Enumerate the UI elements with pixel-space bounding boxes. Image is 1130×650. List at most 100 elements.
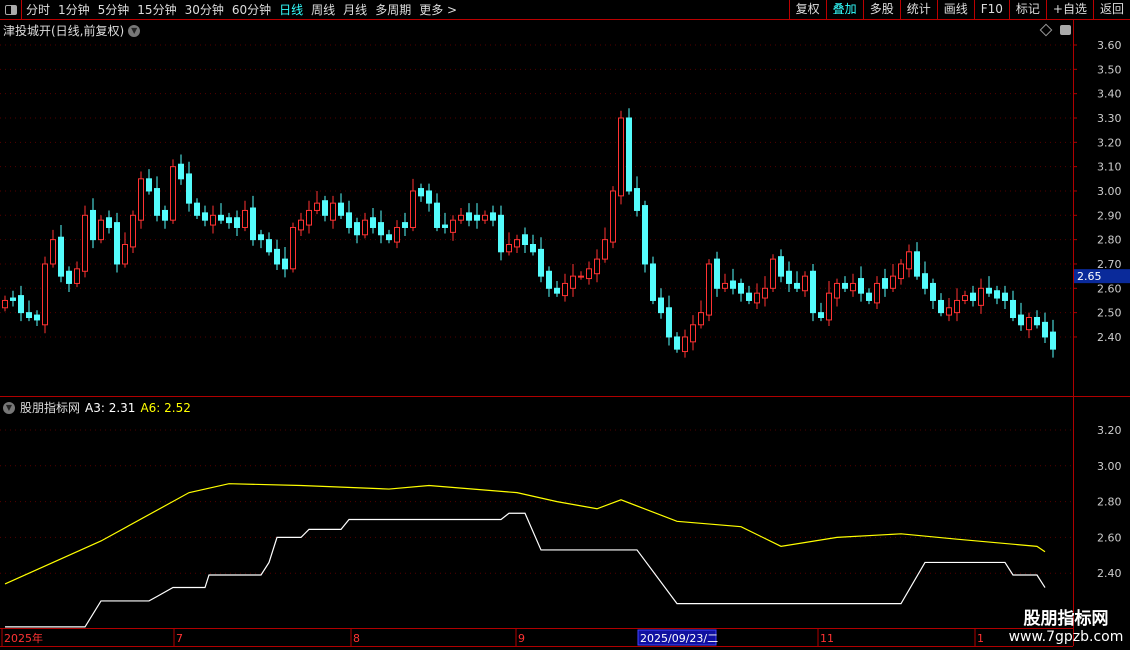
candle-down bbox=[266, 239, 272, 253]
action-button[interactable]: +自选 bbox=[1045, 0, 1093, 19]
period-tab[interactable]: 月线 bbox=[343, 3, 368, 17]
candle-down bbox=[178, 163, 184, 180]
candle-down bbox=[474, 214, 480, 221]
candle-up bbox=[706, 263, 712, 316]
candle-down bbox=[810, 270, 816, 314]
watermark-title: 股朋指标网 bbox=[1023, 609, 1109, 629]
period-tab[interactable]: 60分钟 bbox=[231, 3, 272, 17]
indicator-tick-label: 3.20 bbox=[1097, 424, 1122, 437]
period-tab[interactable]: 15分钟 bbox=[137, 3, 177, 17]
candle-down bbox=[938, 299, 944, 314]
candle-up bbox=[298, 219, 304, 231]
action-button[interactable]: 多股 bbox=[862, 0, 900, 19]
candle-down bbox=[1050, 331, 1056, 350]
candle-down bbox=[546, 270, 552, 289]
period-tab[interactable]: 1分钟 bbox=[58, 3, 90, 17]
action-button[interactable]: 叠加 bbox=[825, 0, 863, 19]
candle-up bbox=[290, 226, 296, 270]
candle-down bbox=[442, 224, 448, 228]
period-tab[interactable]: 日线 bbox=[279, 3, 304, 17]
candle-up bbox=[42, 263, 48, 326]
candle-down bbox=[90, 209, 96, 241]
action-button[interactable]: 返回 bbox=[1092, 0, 1130, 19]
candle-down bbox=[994, 290, 1000, 299]
candle-up bbox=[690, 324, 696, 343]
candle-down bbox=[922, 273, 928, 289]
candle-down bbox=[746, 292, 752, 301]
diamond-icon bbox=[1039, 23, 1053, 37]
candle-down bbox=[674, 336, 680, 350]
candle-down bbox=[1034, 316, 1040, 326]
price-tick-label: 3.60 bbox=[1097, 39, 1122, 52]
candle-down bbox=[282, 258, 288, 270]
candle-up bbox=[874, 282, 880, 304]
candle-down bbox=[378, 222, 384, 236]
candle-up bbox=[978, 287, 984, 306]
candle-up bbox=[2, 299, 8, 309]
candle-down bbox=[666, 307, 672, 338]
price-tick-label: 3.00 bbox=[1097, 185, 1122, 198]
candle-down bbox=[154, 188, 160, 216]
candle-down bbox=[970, 292, 976, 301]
candle-down bbox=[658, 297, 664, 314]
chevron-down-icon[interactable]: ▼ bbox=[128, 24, 141, 37]
candle-down bbox=[434, 202, 440, 228]
candle-up bbox=[242, 209, 248, 228]
date-cursor-label: 2025/09/23/二 bbox=[640, 632, 718, 645]
period-tab[interactable]: 分时 bbox=[26, 3, 51, 17]
period-tab[interactable]: 多周期 bbox=[375, 3, 412, 17]
candle-down bbox=[738, 282, 744, 294]
action-button[interactable]: 复权 bbox=[788, 0, 826, 19]
candle-down bbox=[778, 256, 784, 277]
period-tab[interactable]: 5分钟 bbox=[97, 3, 130, 17]
candle-down bbox=[162, 209, 168, 221]
candle-up bbox=[1026, 316, 1032, 331]
candle-up bbox=[410, 190, 416, 228]
candle-up bbox=[586, 268, 592, 280]
candle-down bbox=[986, 287, 992, 294]
candle-up bbox=[130, 214, 136, 248]
action-button[interactable]: 画线 bbox=[936, 0, 974, 19]
candle-up bbox=[826, 292, 832, 321]
candle-down bbox=[202, 212, 208, 221]
candle-down bbox=[186, 173, 192, 204]
candle-down bbox=[26, 312, 32, 318]
a3-value: A3: 2.31 bbox=[85, 400, 136, 415]
candle-up bbox=[954, 299, 960, 314]
period-tab[interactable]: 30分钟 bbox=[184, 3, 224, 17]
candle-up bbox=[122, 244, 128, 265]
candle-up bbox=[762, 287, 768, 299]
action-button[interactable]: 标记 bbox=[1008, 0, 1046, 19]
candle-down bbox=[554, 287, 560, 294]
candle-up bbox=[618, 117, 624, 197]
candle-down bbox=[58, 236, 64, 277]
candle-down bbox=[882, 278, 888, 289]
candle-down bbox=[626, 117, 632, 192]
candle-down bbox=[250, 207, 256, 241]
stock-title: 津投城开(日线,前复权) bbox=[3, 24, 125, 38]
candle-down bbox=[1010, 299, 1016, 318]
candle-up bbox=[698, 312, 704, 326]
candle-up bbox=[610, 190, 616, 243]
current-price-box bbox=[1074, 269, 1130, 284]
chevron-down-icon[interactable]: ▼ bbox=[3, 401, 15, 414]
period-tab[interactable]: 更多 > bbox=[419, 3, 458, 17]
a6-line bbox=[4, 483, 1046, 585]
price-tick-label: 3.20 bbox=[1097, 136, 1122, 149]
candle-down bbox=[194, 202, 200, 216]
candle-up bbox=[514, 239, 520, 248]
candle-up bbox=[450, 219, 456, 233]
candle-down bbox=[10, 297, 16, 301]
price-tick-label: 2.70 bbox=[1097, 258, 1122, 271]
watermark-url: www.7gpzb.com bbox=[1008, 629, 1124, 645]
candle-up bbox=[594, 258, 600, 275]
price-tick-label: 2.90 bbox=[1097, 209, 1122, 222]
action-button[interactable]: F10 bbox=[973, 0, 1009, 19]
action-button[interactable]: 统计 bbox=[899, 0, 937, 19]
candle-down bbox=[818, 312, 824, 318]
candle-up bbox=[898, 263, 904, 280]
panel-toggle-icon[interactable] bbox=[0, 0, 22, 19]
candle-down bbox=[730, 280, 736, 289]
period-tab[interactable]: 周线 bbox=[311, 3, 336, 17]
